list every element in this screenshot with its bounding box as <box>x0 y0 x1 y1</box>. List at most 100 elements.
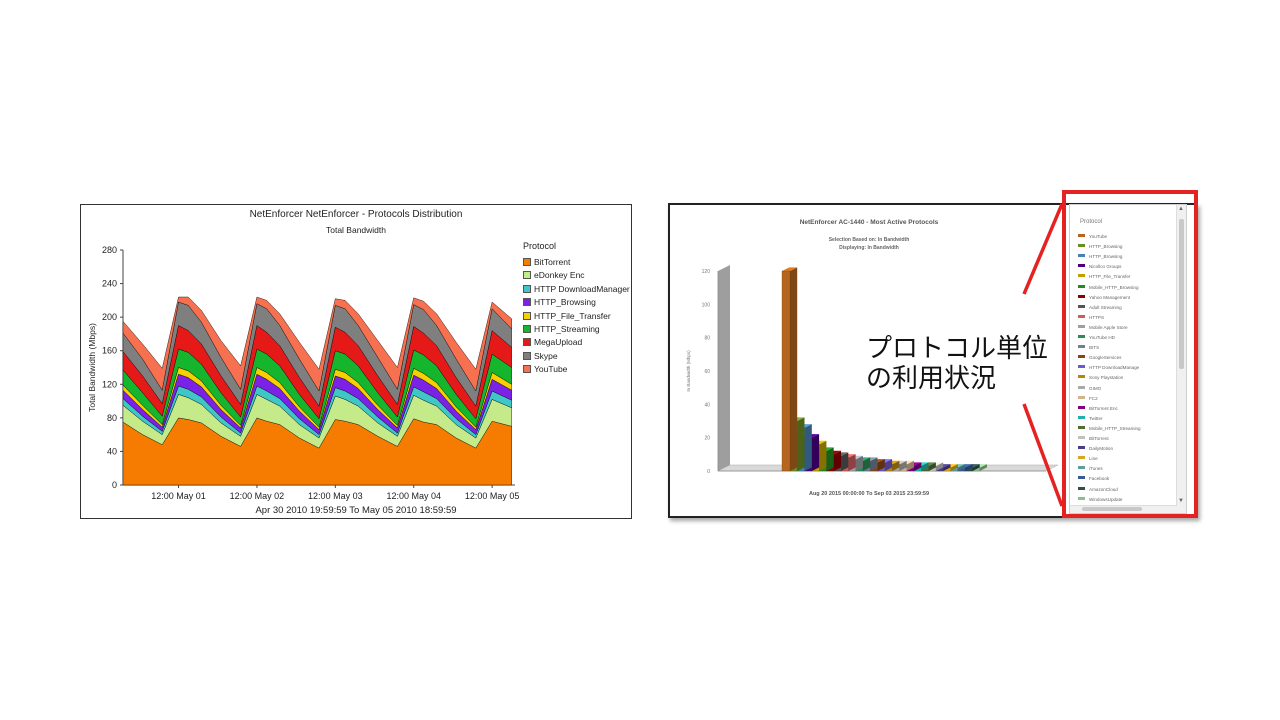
bar-side <box>870 457 878 471</box>
legend-item[interactable]: Mobile Apple Store <box>1078 324 1128 332</box>
bar-side <box>914 462 922 471</box>
bar-side <box>811 434 820 471</box>
legend-swatch <box>1078 314 1085 318</box>
legend-highlight-frame <box>1062 190 1198 518</box>
bar-side <box>884 459 893 471</box>
legend-item-http-streaming: HTTP_Streaming <box>523 324 600 334</box>
legend-scrollbar-thumb[interactable] <box>1179 219 1184 369</box>
bar-side <box>855 455 863 471</box>
legend-label: Sony Playstation <box>1089 375 1124 381</box>
protocols-distribution-chart: 0 40 80 120 160 200 240 280 Total Bandwidth (Mbp… <box>87 245 519 501</box>
legend-label: HTTP_File_Transfer <box>1089 274 1131 280</box>
bar-1 <box>781 267 798 472</box>
legend-item[interactable]: HTTP_Browsing <box>1078 243 1122 251</box>
legend-item[interactable]: Mobile_HTTP_Streaming <box>1078 425 1141 433</box>
legend-item[interactable]: Nicollco Groups <box>1078 263 1121 271</box>
scroll-up-icon[interactable]: ▲ <box>1178 206 1184 212</box>
legend-swatch <box>523 365 531 374</box>
legend-label: Nicollco Groups <box>1089 264 1122 270</box>
left-y-tick-label: 80 <box>107 413 117 423</box>
legend-item[interactable]: YouTube HD <box>1078 334 1115 342</box>
legend-swatch <box>1078 466 1085 470</box>
left-x-tick-label: 12:00 May 04 <box>386 491 441 501</box>
legend-swatch <box>1078 304 1085 308</box>
legend-swatch <box>1078 456 1085 460</box>
legend-label: GoogleServices <box>1089 355 1122 361</box>
legend-swatch <box>1078 436 1085 439</box>
scroll-down-icon[interactable]: ▼ <box>1178 498 1184 504</box>
legend-label: Adult Streaming <box>1089 304 1122 310</box>
legend-item[interactable]: Yahoo Management <box>1078 294 1130 302</box>
legend-hscrollbar-thumb[interactable] <box>1082 507 1142 511</box>
legend-label: HTTP_File_Transfer <box>534 310 611 321</box>
legend-item[interactable]: FC2 <box>1078 395 1098 403</box>
right-y-tick-label: 120 <box>702 269 711 275</box>
legend-swatch <box>1078 375 1085 379</box>
protocol-legend-list[interactable]: Protocol YouTube HTTP_Browsing HTTP_Browsi… <box>1069 204 1187 514</box>
bar-side <box>863 457 871 471</box>
legend-item[interactable]: HTTP_File_Transfer <box>1078 273 1130 281</box>
area-series-youtube <box>122 296 512 392</box>
legend-label: HTTP DownloadManager <box>534 283 630 294</box>
legend-label: eDonkey Enc <box>534 270 585 281</box>
legend-swatch <box>1078 486 1085 490</box>
bar-side <box>804 424 812 471</box>
legend-swatch <box>1078 415 1085 419</box>
bar-side <box>943 464 951 471</box>
legend-label: HTTP_Streaming <box>534 324 600 334</box>
right-y-tick-label: 100 <box>702 302 711 308</box>
legend-swatch <box>1078 446 1085 450</box>
legend-item[interactable]: iTunes <box>1078 465 1103 473</box>
left-y-tick-label: 280 <box>102 245 117 255</box>
legend-item[interactable]: HTTP DownloadManage <box>1078 364 1139 372</box>
legend-hscrollbar[interactable] <box>1070 505 1177 513</box>
legend-swatch <box>1078 496 1085 500</box>
legend-item-edonkey-enc: eDonkey Enc <box>523 270 585 280</box>
bar-side <box>972 464 980 471</box>
right-chart-subtitle-1: Selection Based on: In Bandwidth <box>828 237 910 243</box>
legend-label: Skype <box>534 350 558 361</box>
legend-item[interactable]: Adult Streaming <box>1078 304 1122 312</box>
legend-item[interactable]: BitTorrent Enc <box>1078 405 1118 413</box>
legend-swatch <box>1078 264 1085 268</box>
legend-item[interactable]: Mobile_HTTP_Browsing <box>1078 284 1139 292</box>
legend-item[interactable]: WindowsUpdate <box>1078 496 1122 504</box>
legend-label: BITS <box>1089 345 1100 351</box>
legend-item[interactable]: GoogleServices <box>1078 354 1121 362</box>
left-y-tick-label: 120 <box>102 379 117 389</box>
legend-item[interactable]: HTTP_Browsing <box>1078 253 1122 261</box>
legend-swatch <box>1078 385 1085 389</box>
legend-item[interactable]: BitTorrent <box>1078 435 1109 443</box>
legend-item[interactable]: Facebook <box>1078 475 1109 483</box>
bar-side <box>877 459 885 471</box>
bar-side <box>899 460 907 471</box>
legend-item-http-file-transfer: HTTP_File_Transfer <box>523 311 611 321</box>
legend-swatch <box>1078 395 1085 399</box>
left-legend-title: Protocol <box>523 241 557 251</box>
legend-item[interactable]: HTTPS <box>1078 314 1104 322</box>
legend-item[interactable]: DailyMotion <box>1078 445 1113 453</box>
left-y-tick-label: 200 <box>102 312 117 322</box>
left-x-tick-label: 12:00 May 02 <box>230 491 285 501</box>
right-y-axis-title: In Bandwidth (Mbps) <box>686 350 691 392</box>
legend-item-http-downloadmanager: HTTP DownloadManager <box>523 284 630 294</box>
legend-item[interactable]: Line <box>1078 455 1098 463</box>
legend-item[interactable]: GIMO <box>1078 385 1101 393</box>
legend-item[interactable]: YouTube <box>1078 233 1107 241</box>
legend-label: HTTP DownloadManage <box>1089 365 1140 371</box>
legend-scrollbar[interactable]: ▲ ▼ <box>1176 205 1186 513</box>
legend-label: YouTube <box>534 364 568 375</box>
left-x-tick-label: 12:00 May 03 <box>308 491 363 501</box>
right-y-tick-label: 0 <box>707 469 710 475</box>
legend-item[interactable]: AmazonCloud <box>1078 486 1118 494</box>
legend-swatch <box>1078 405 1085 409</box>
legend-label: MegaUpload <box>534 337 583 348</box>
legend-label: Mobile_HTTP_Browsing <box>1089 284 1139 290</box>
legend-item[interactable]: BITS <box>1078 344 1099 352</box>
bar-side <box>790 267 798 471</box>
legend-item[interactable]: Twitter <box>1078 415 1103 423</box>
legend-item[interactable]: Sony Playstation <box>1078 374 1123 382</box>
left-y-tick-label: 160 <box>102 346 117 356</box>
bar-side <box>979 464 987 471</box>
bar-side <box>965 464 973 471</box>
